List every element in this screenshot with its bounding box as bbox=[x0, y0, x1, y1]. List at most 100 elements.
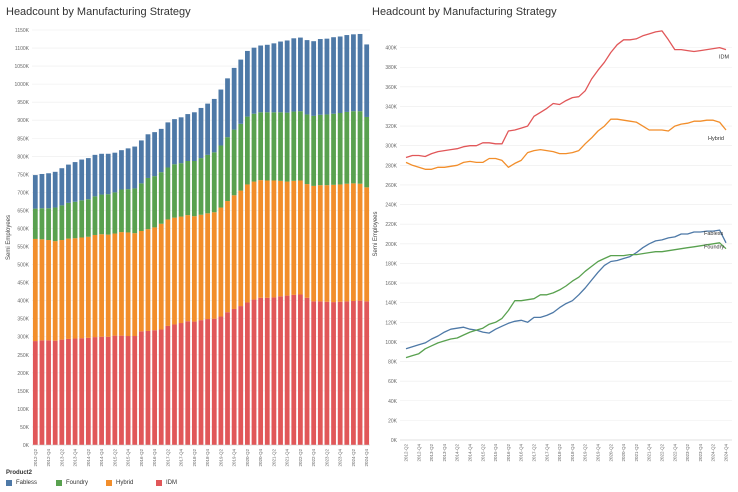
bar-hybrid-2022-Q2[interactable] bbox=[298, 180, 303, 295]
bar-fabless-2013-Q1[interactable] bbox=[52, 171, 58, 208]
bar-hybrid-2012-Q4[interactable] bbox=[46, 240, 51, 341]
bar-idm-2013-Q2[interactable] bbox=[59, 339, 65, 445]
bar-hybrid-2022-Q4[interactable] bbox=[311, 185, 317, 302]
bar-foundry-2023-Q3[interactable] bbox=[331, 113, 336, 185]
bar-hybrid-2014-Q1[interactable] bbox=[79, 237, 85, 339]
bar-fabless-2018-Q4[interactable] bbox=[205, 103, 211, 155]
bar-foundry-2018-Q2[interactable] bbox=[191, 160, 197, 217]
bar-hybrid-2020-Q1[interactable] bbox=[238, 190, 244, 307]
bar-idm-2021-Q2[interactable] bbox=[271, 297, 277, 445]
bar-idm-2020-Q3[interactable] bbox=[251, 299, 257, 445]
bar-idm-2023-Q1[interactable] bbox=[317, 301, 323, 445]
bar-idm-2014-Q1[interactable] bbox=[79, 338, 85, 445]
bar-foundry-2019-Q3[interactable] bbox=[225, 137, 230, 202]
bar-fabless-2014-Q1[interactable] bbox=[79, 159, 85, 201]
bar-foundry-2019-Q4[interactable] bbox=[231, 129, 237, 196]
bar-foundry-2023-Q2[interactable] bbox=[324, 114, 330, 186]
bar-fabless-2016-Q4[interactable] bbox=[152, 132, 157, 177]
bar-fabless-2018-Q3[interactable] bbox=[198, 107, 204, 159]
bar-idm-2017-Q1[interactable] bbox=[158, 329, 164, 445]
bar-fabless-2012-Q3[interactable] bbox=[39, 173, 45, 209]
bar-fabless-2014-Q2[interactable] bbox=[85, 158, 91, 200]
bar-foundry-2022-Q3[interactable] bbox=[304, 114, 310, 185]
bar-hybrid-2015-Q1[interactable] bbox=[105, 234, 111, 337]
bar-fabless-2018-Q2[interactable] bbox=[191, 112, 197, 161]
bar-foundry-2015-Q3[interactable] bbox=[119, 189, 124, 233]
bar-foundry-2015-Q2[interactable] bbox=[112, 192, 118, 234]
bar-foundry-2012-Q3[interactable] bbox=[39, 208, 45, 240]
bar-fabless-2024-Q1[interactable] bbox=[344, 35, 350, 112]
bar-idm-2012-Q4[interactable] bbox=[46, 340, 51, 445]
bar-fabless-2021-Q1[interactable] bbox=[264, 44, 270, 113]
bar-foundry-2014-Q2[interactable] bbox=[85, 199, 91, 237]
bar-foundry-2017-Q2[interactable] bbox=[165, 167, 171, 220]
bar-idm-2016-Q1[interactable] bbox=[132, 336, 138, 445]
bar-fabless-2017-Q3[interactable] bbox=[172, 119, 177, 165]
bar-foundry-2021-Q1[interactable] bbox=[264, 112, 270, 181]
bar-foundry-2014-Q1[interactable] bbox=[79, 200, 85, 238]
bar-hybrid-2018-Q2[interactable] bbox=[191, 216, 197, 322]
bar-hybrid-2020-Q2[interactable] bbox=[245, 184, 250, 303]
line-series-fabless[interactable] bbox=[405, 229, 727, 350]
bar-fabless-2013-Q3[interactable] bbox=[66, 164, 71, 203]
bar-fabless-2021-Q2[interactable] bbox=[271, 43, 277, 113]
bar-foundry-2016-Q1[interactable] bbox=[132, 188, 138, 234]
bar-idm-2022-Q3[interactable] bbox=[304, 297, 310, 445]
bar-hybrid-2024-Q3[interactable] bbox=[357, 183, 363, 301]
bar-hybrid-2024-Q1[interactable] bbox=[344, 183, 350, 302]
bar-hybrid-2013-Q1[interactable] bbox=[52, 241, 58, 341]
bar-hybrid-2012-Q3[interactable] bbox=[39, 239, 45, 341]
bar-foundry-2017-Q3[interactable] bbox=[172, 164, 177, 218]
bar-hybrid-2019-Q2[interactable] bbox=[218, 207, 224, 317]
bar-idm-2015-Q4[interactable] bbox=[125, 336, 131, 445]
bar-foundry-2012-Q4[interactable] bbox=[46, 208, 51, 241]
bar-fabless-2016-Q2[interactable] bbox=[138, 140, 144, 184]
bar-idm-2022-Q4[interactable] bbox=[311, 301, 317, 445]
bar-idm-2024-Q4[interactable] bbox=[364, 301, 370, 445]
bar-foundry-2018-Q1[interactable] bbox=[185, 160, 191, 216]
bar-idm-2019-Q4[interactable] bbox=[231, 308, 237, 445]
bar-idm-2021-Q4[interactable] bbox=[284, 295, 290, 445]
bar-idm-2019-Q2[interactable] bbox=[218, 316, 224, 445]
bar-hybrid-2016-Q3[interactable] bbox=[145, 229, 151, 331]
bar-foundry-2024-Q1[interactable] bbox=[344, 111, 350, 184]
bar-foundry-2013-Q1[interactable] bbox=[52, 207, 58, 242]
bar-fabless-2013-Q4[interactable] bbox=[72, 162, 78, 202]
bar-hybrid-2021-Q2[interactable] bbox=[271, 180, 277, 298]
legend-item-hybrid[interactable]: Hybrid bbox=[106, 480, 133, 486]
bar-idm-2017-Q4[interactable] bbox=[178, 323, 184, 445]
bar-foundry-2016-Q3[interactable] bbox=[145, 177, 151, 230]
bar-fabless-2015-Q2[interactable] bbox=[112, 152, 118, 193]
bar-idm-2014-Q3[interactable] bbox=[92, 337, 98, 445]
bar-hybrid-2021-Q3[interactable] bbox=[278, 180, 283, 297]
bar-fabless-2024-Q3[interactable] bbox=[357, 33, 363, 112]
bar-idm-2024-Q2[interactable] bbox=[351, 301, 356, 445]
bar-hybrid-2018-Q1[interactable] bbox=[185, 215, 191, 322]
legend-item-fabless[interactable]: Fabless bbox=[6, 480, 37, 486]
bar-idm-2014-Q2[interactable] bbox=[85, 337, 91, 445]
bar-fabless-2020-Q2[interactable] bbox=[245, 50, 250, 117]
bar-hybrid-2014-Q3[interactable] bbox=[92, 234, 98, 338]
bar-hybrid-2023-Q4[interactable] bbox=[337, 184, 343, 302]
bar-hybrid-2018-Q3[interactable] bbox=[198, 214, 204, 321]
bar-fabless-2014-Q3[interactable] bbox=[92, 154, 98, 197]
bar-foundry-2022-Q2[interactable] bbox=[298, 111, 303, 181]
bar-hybrid-2017-Q3[interactable] bbox=[172, 217, 177, 325]
bar-idm-2015-Q2[interactable] bbox=[112, 335, 118, 445]
bar-hybrid-2018-Q4[interactable] bbox=[205, 213, 211, 320]
bar-idm-2018-Q2[interactable] bbox=[191, 321, 197, 445]
bar-fabless-2015-Q3[interactable] bbox=[119, 150, 124, 190]
bar-idm-2013-Q3[interactable] bbox=[66, 338, 71, 445]
bar-idm-2021-Q1[interactable] bbox=[264, 297, 270, 445]
bar-fabless-2020-Q3[interactable] bbox=[251, 47, 257, 114]
bar-hybrid-2020-Q4[interactable] bbox=[258, 180, 264, 298]
bar-hybrid-2015-Q3[interactable] bbox=[119, 232, 124, 336]
bar-hybrid-2017-Q4[interactable] bbox=[178, 216, 184, 324]
bar-fabless-2019-Q1[interactable] bbox=[211, 98, 217, 153]
bar-idm-2017-Q2[interactable] bbox=[165, 325, 171, 445]
bar-idm-2012-Q2[interactable] bbox=[32, 341, 38, 445]
bar-idm-2021-Q3[interactable] bbox=[278, 296, 283, 445]
bar-foundry-2018-Q3[interactable] bbox=[198, 158, 204, 215]
bar-fabless-2014-Q4[interactable] bbox=[99, 153, 104, 195]
bar-idm-2014-Q4[interactable] bbox=[99, 336, 104, 445]
